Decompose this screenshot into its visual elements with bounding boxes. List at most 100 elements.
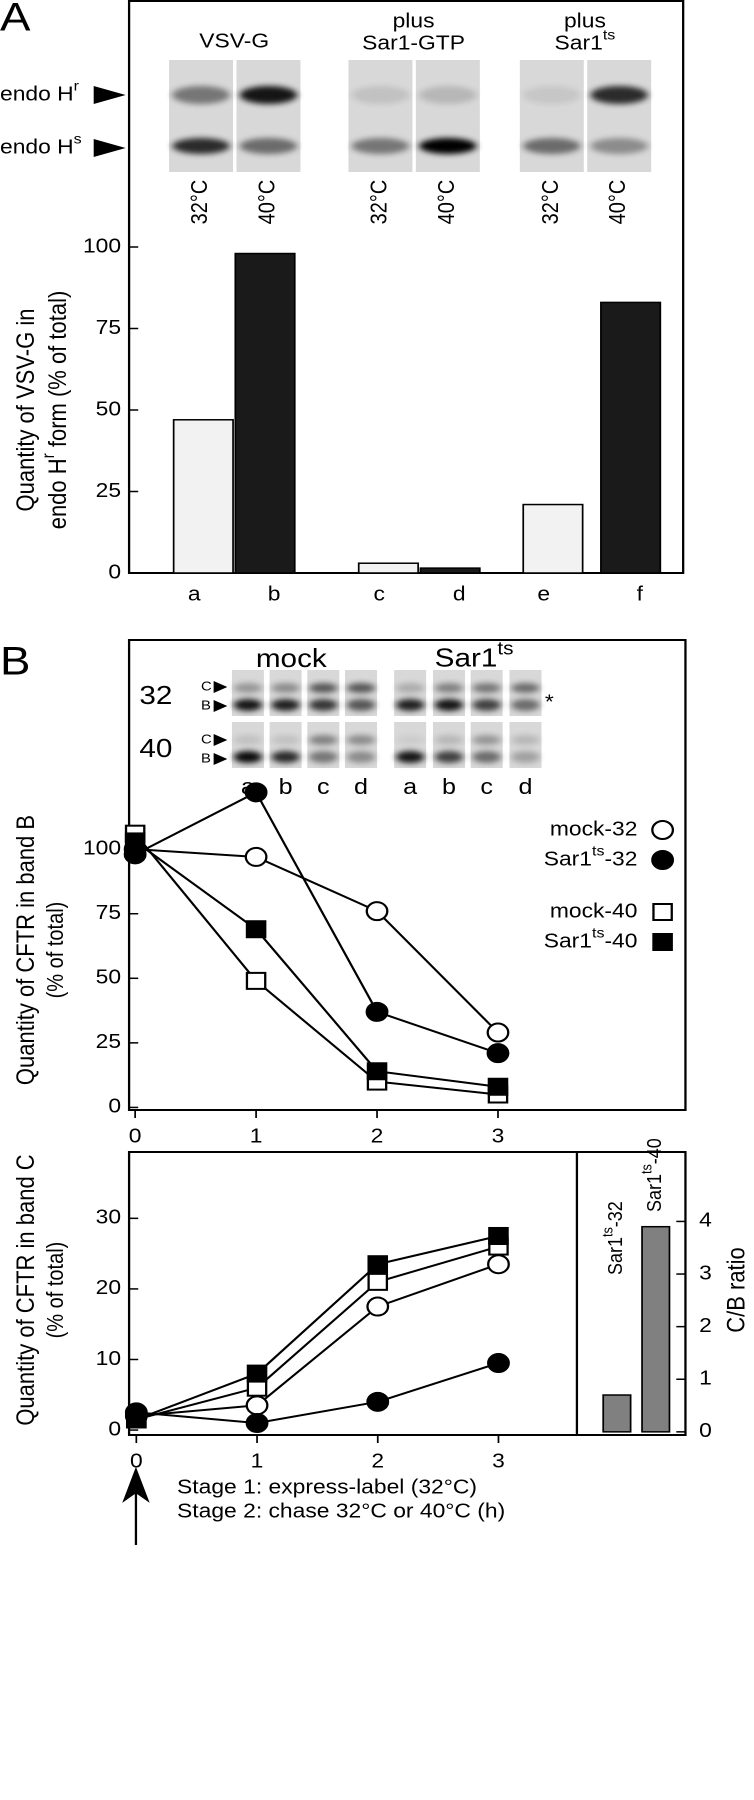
gel-band bbox=[419, 138, 477, 154]
panel-b-frame bbox=[127, 639, 687, 1111]
legend-marker bbox=[652, 933, 673, 951]
x-tick-label: 3 bbox=[492, 1125, 505, 1147]
y-tick-label: 0 bbox=[108, 1418, 121, 1440]
gel-band bbox=[511, 751, 540, 763]
gel-band bbox=[239, 138, 298, 154]
y-tick-label: 100 bbox=[83, 235, 121, 257]
y-axis-label: endo Hr form (% of total) bbox=[38, 291, 72, 530]
y-axis-label: (% of total) bbox=[43, 1242, 69, 1339]
lane-label: 32°C bbox=[366, 180, 392, 225]
x-tick-label: 1 bbox=[251, 1450, 264, 1472]
series-line bbox=[136, 1362, 499, 1425]
gel-band bbox=[395, 751, 425, 763]
gel-band bbox=[395, 683, 425, 693]
y-tick-label: 75 bbox=[96, 901, 121, 923]
lane-label: c bbox=[317, 775, 330, 799]
x-tick-label: e bbox=[537, 583, 550, 605]
gel-band bbox=[233, 683, 263, 693]
gel-band bbox=[511, 699, 540, 711]
gel-band bbox=[308, 751, 338, 763]
bar bbox=[641, 1225, 671, 1433]
lane-label: d bbox=[519, 775, 533, 799]
x-tick-label: b bbox=[268, 583, 281, 605]
x-tick-label: 1 bbox=[250, 1125, 263, 1147]
x-tick-label: a bbox=[188, 583, 201, 605]
gel-band-arrow bbox=[213, 681, 228, 693]
bar bbox=[234, 252, 296, 574]
gel-band bbox=[351, 138, 410, 154]
lane-label: d bbox=[354, 775, 368, 799]
gel-lane bbox=[348, 60, 413, 172]
y2-tick-label: 4 bbox=[699, 1209, 712, 1231]
gel-band bbox=[472, 699, 502, 711]
series-line bbox=[135, 848, 499, 1034]
data-point bbox=[366, 1391, 390, 1412]
gel-band bbox=[523, 138, 581, 154]
lane-label: 40°C bbox=[434, 180, 460, 225]
gel-band bbox=[271, 683, 301, 693]
lane-group-header: Sar1-GTP bbox=[362, 32, 465, 54]
y-tick-label: 30 bbox=[96, 1206, 121, 1228]
gel-lane bbox=[415, 60, 480, 172]
gel-band-label: C bbox=[201, 678, 212, 693]
gel-band bbox=[308, 699, 338, 711]
data-point bbox=[126, 1410, 147, 1429]
gel-band bbox=[271, 751, 301, 763]
y2-tick-label: 2 bbox=[699, 1314, 712, 1336]
gel-band bbox=[523, 86, 581, 104]
gel-band bbox=[308, 735, 338, 745]
gel-note: * bbox=[545, 691, 555, 713]
data-point bbox=[245, 971, 267, 990]
data-point bbox=[245, 1395, 269, 1416]
gel-band bbox=[434, 683, 464, 693]
lane-group-header: plus bbox=[393, 10, 435, 32]
gel-band bbox=[346, 683, 376, 693]
data-point bbox=[365, 901, 389, 922]
y-tick-label: 0 bbox=[108, 1095, 121, 1117]
data-point bbox=[244, 846, 268, 867]
series-line bbox=[134, 840, 499, 1088]
gel-row-label: 40 bbox=[139, 734, 172, 763]
y-axis-label: (% of total) bbox=[43, 902, 69, 999]
x-tick-label: d bbox=[453, 583, 466, 605]
data-point bbox=[487, 1254, 510, 1275]
gel-row-label: 32 bbox=[139, 681, 172, 710]
gel-band bbox=[233, 735, 263, 745]
bar bbox=[172, 419, 234, 574]
legend-label: Sar1ts-32 bbox=[544, 844, 638, 870]
legend-marker bbox=[651, 820, 675, 840]
lane-label: b bbox=[279, 775, 293, 799]
panel-label: B bbox=[0, 639, 30, 684]
stage-arrow bbox=[122, 1466, 150, 1545]
gel-band bbox=[346, 735, 376, 745]
bar bbox=[357, 562, 419, 574]
legend-marker bbox=[652, 903, 673, 921]
gel-band-arrow bbox=[213, 734, 228, 746]
x-tick-label: 2 bbox=[371, 1125, 384, 1147]
x-tick-label: c bbox=[374, 583, 386, 605]
data-point bbox=[244, 782, 268, 803]
gel-lane bbox=[587, 60, 652, 172]
lane-label: 32°C bbox=[538, 180, 564, 225]
y-tick-label: 50 bbox=[96, 966, 121, 988]
y-tick-label: 25 bbox=[96, 1030, 121, 1052]
gel-band bbox=[172, 138, 230, 154]
gel-group-label: Sar1ts bbox=[435, 639, 514, 673]
gel-band bbox=[419, 86, 477, 104]
gel-lane bbox=[236, 60, 301, 172]
data-point bbox=[367, 1272, 389, 1291]
gel-band bbox=[472, 751, 502, 763]
lane-label: a bbox=[403, 775, 418, 799]
data-point bbox=[487, 1353, 510, 1374]
legend-marker bbox=[651, 850, 675, 870]
x-tick-label: 0 bbox=[130, 1450, 143, 1472]
gel-band-label: C bbox=[201, 731, 212, 746]
gel-lane bbox=[519, 60, 584, 172]
x-tick-label: 2 bbox=[371, 1450, 384, 1472]
gel-band bbox=[271, 735, 301, 745]
band-label: endo Hs bbox=[0, 132, 82, 158]
lane-group-header: plus bbox=[564, 10, 606, 32]
gel-band bbox=[590, 138, 648, 154]
data-point bbox=[245, 1413, 269, 1434]
